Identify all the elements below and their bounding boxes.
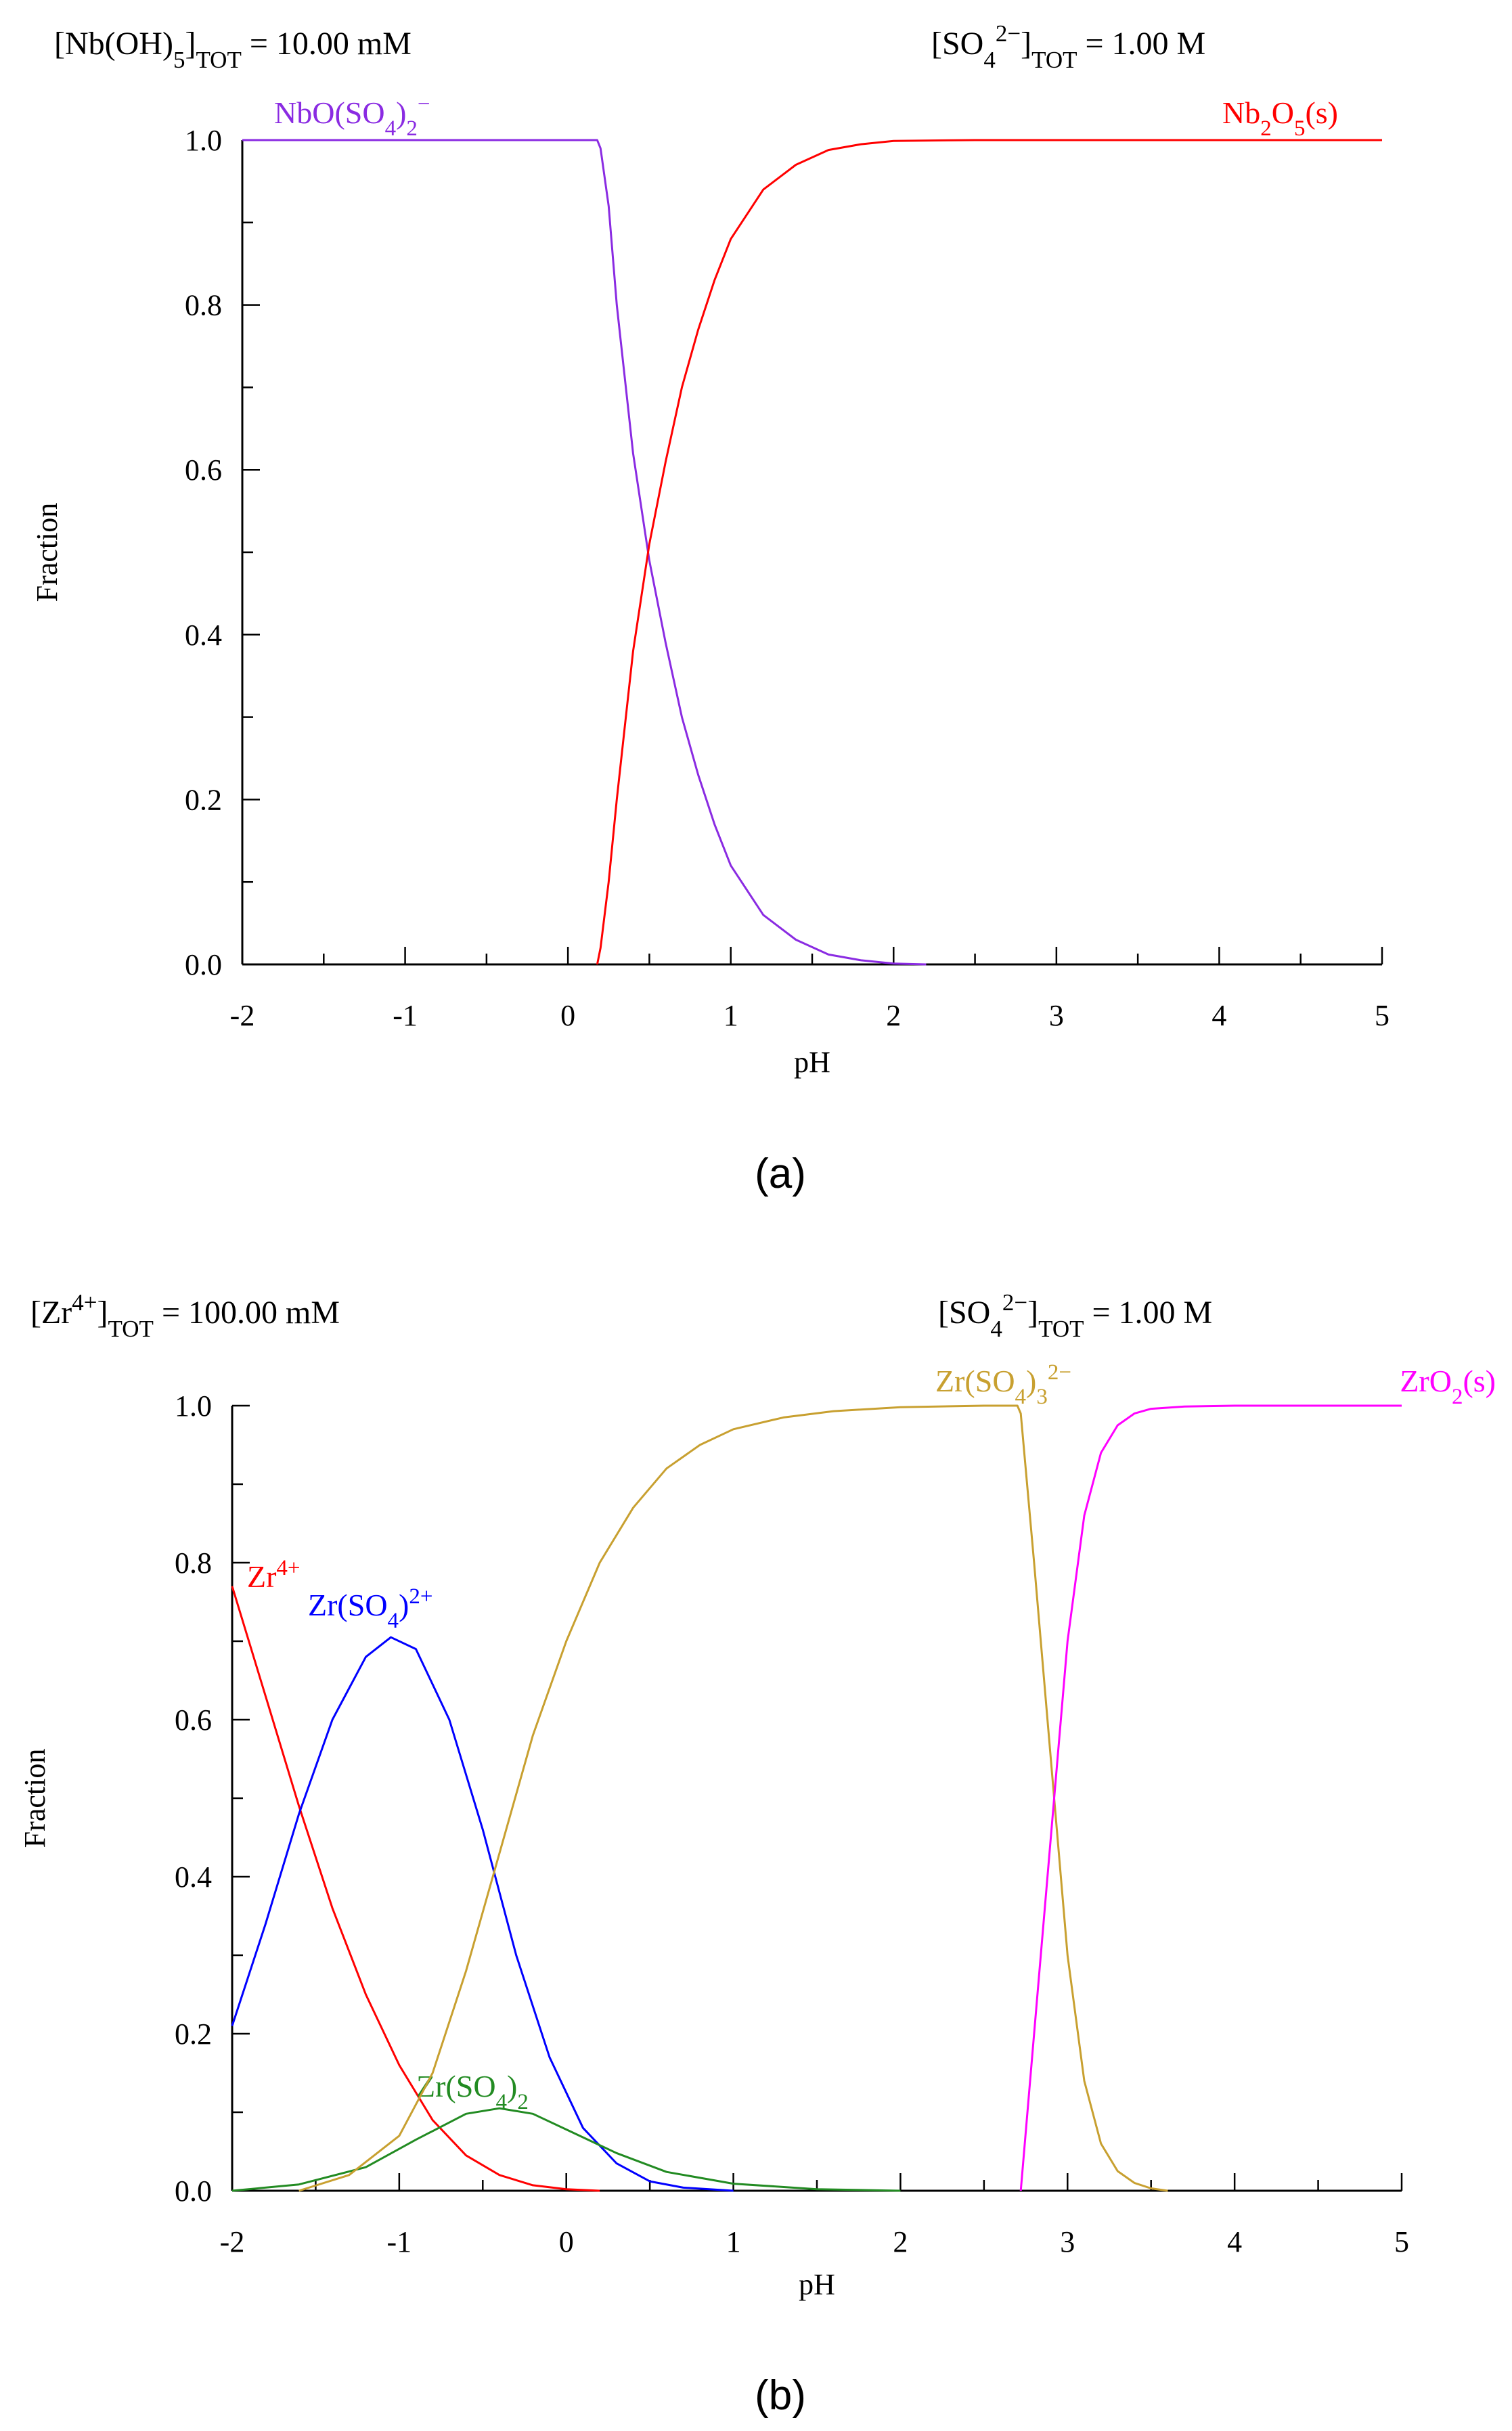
x-tick-label: 3 (1049, 999, 1064, 1032)
series-label: NbO(SO4)2− (274, 92, 430, 141)
y-tick-label: 0.4 (175, 1860, 212, 1894)
y-tick-label: 0.2 (175, 2017, 212, 2051)
chart-b: -2 -1 0 1 2 3 4 5 0.0 0.2 0.4 0.6 0.8 1.0 pH Fraction Zr… (18, 1289, 1496, 2419)
y-tick-label: 0.4 (185, 619, 222, 652)
x-axis-title: pH (799, 2268, 835, 2301)
series-line-1 (596, 139, 1382, 965)
series-line-3 (298, 1404, 1168, 2192)
series-label: Nb2O5(s) (1222, 95, 1338, 141)
y-axis-title: Fraction (30, 503, 64, 602)
header-left: [Nb(OH)5]TOT = 10.00 mM (54, 26, 412, 73)
x-tick-label: 0 (560, 999, 575, 1032)
series-label: ZrO2(s) (1400, 1364, 1496, 1409)
series-line-0 (242, 139, 927, 966)
series-label: Zr4+ (247, 1556, 301, 1594)
series-label: Zr(SO4)2 (416, 2069, 529, 2114)
chart-a: -2 -1 0 1 2 3 4 5 0.0 0.2 0.4 0.6 0.8 1.0 pH Fraction Nb… (30, 20, 1389, 1198)
x-tick-label: -2 (220, 2225, 245, 2258)
y-tick-label: 0.8 (175, 1546, 212, 1580)
x-tick-label: 1 (726, 2225, 741, 2258)
x-tick-label: -1 (387, 2225, 412, 2258)
x-tick-label: 1 (724, 999, 738, 1032)
header-left: [Zr4+]TOT = 100.00 mM (30, 1289, 340, 1342)
panel-caption: (b) (755, 2372, 806, 2419)
y-tick-label: 0.6 (175, 1703, 212, 1737)
x-tick-label: 4 (1227, 2225, 1242, 2258)
series-line-2 (231, 2107, 901, 2192)
header-right: [SO42−]TOT = 1.00 M (938, 1289, 1212, 1342)
series-label: Zr(SO4)2+ (308, 1584, 433, 1633)
x-tick-label: 5 (1375, 999, 1389, 1032)
x-tick-label: 3 (1060, 2225, 1075, 2258)
y-tick-label: 0.8 (185, 289, 222, 322)
x-tick-label: -1 (393, 999, 418, 1032)
y-tick-label: 0.6 (185, 453, 222, 487)
x-axis-title: pH (794, 1046, 830, 1079)
series-line-4 (1019, 1404, 1402, 2191)
header-right: [SO42−]TOT = 1.00 M (931, 20, 1205, 73)
x-tick-label: 4 (1211, 999, 1226, 1032)
y-tick-label: 0.0 (175, 2174, 212, 2208)
x-tick-label: 2 (893, 2225, 908, 2258)
y-axis-title: Fraction (18, 1749, 51, 1848)
x-tick-label: 2 (886, 999, 901, 1032)
y-tick-label: 0.2 (185, 783, 222, 816)
x-tick-label: 5 (1394, 2225, 1409, 2258)
x-tick-label: -2 (230, 999, 255, 1032)
x-tick-label: 0 (559, 2225, 574, 2258)
panel-caption: (a) (755, 1151, 806, 1197)
y-tick-label: 1.0 (185, 124, 222, 157)
series-label: Zr(SO4)32− (935, 1360, 1071, 1409)
series-line-1 (231, 1636, 734, 2192)
y-tick-label: 0.0 (185, 948, 222, 981)
series-line-0 (231, 1586, 600, 2192)
y-tick-label: 1.0 (175, 1389, 212, 1423)
